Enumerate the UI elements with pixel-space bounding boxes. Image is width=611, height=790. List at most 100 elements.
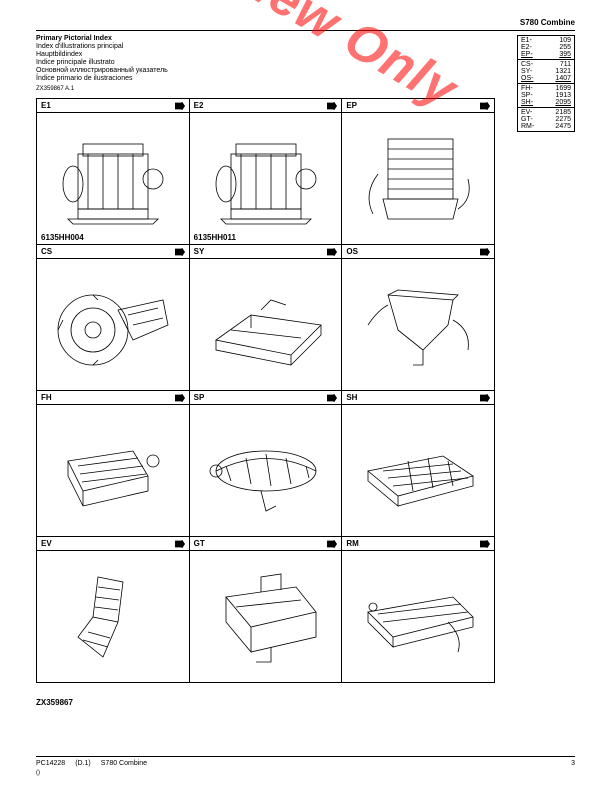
pictorial-cell-e1[interactable]: E1 6135HH004 [37,99,190,245]
part-illustration [37,113,189,244]
pictorial-cell-cs[interactable]: CS [37,245,190,391]
cell-code: FH [41,393,52,402]
part-illustration [342,113,494,244]
cell-code: OS [346,247,358,256]
footer-pagenum: 3 [571,760,575,767]
part-illustration [190,259,342,390]
index-code: EV- [521,109,541,116]
index-code: FH- [521,85,541,92]
pictorial-grid: E1 6135HH004E2 6135HH0 [36,98,495,683]
index-row[interactable]: EP- 395 [521,51,571,58]
index-row[interactable]: GT-2275 [521,116,571,123]
index-page: 1407 [547,75,571,82]
index-row[interactable]: EV- 2185 [521,109,571,116]
index-page: 1699 [547,85,571,92]
index-code: OS- [521,75,541,82]
index-group: EV- 2185GT-2275RM- 2475 [518,108,574,131]
index-row[interactable]: SY-1321 [521,68,571,75]
cell-header: FH [37,391,189,405]
part-illustration [190,551,342,682]
pictorial-cell-os[interactable]: OS [342,245,495,391]
grid-row: CS SY OS [37,245,495,391]
arrow-right-icon [480,540,490,548]
index-page: 711 [547,61,571,68]
index-code: EP- [521,51,541,58]
index-row[interactable]: E2- 255 [521,44,571,51]
index-code: E2- [521,44,541,51]
pictorial-cell-ev[interactable]: EV [37,537,190,683]
title-line: Índice primario de ilustraciones [36,75,168,83]
grid-row: E1 6135HH004E2 6135HH0 [37,99,495,245]
title-line: Indice principale illustrato [36,59,168,67]
part-illustration [342,551,494,682]
pictorial-cell-e2[interactable]: E2 6135HH011 [190,99,343,245]
footer-rev: (D.1) [75,760,91,767]
index-group: FH- 1699SP-1913SH- 2095 [518,84,574,108]
index-row[interactable]: E1- 109 [521,37,571,44]
index-page: 255 [547,44,571,51]
index-page: 395 [547,51,571,58]
pictorial-cell-sy[interactable]: SY [190,245,343,391]
arrow-right-icon [480,102,490,110]
cell-code: EV [41,539,52,548]
part-illustration [37,259,189,390]
grid-row: FH SP SH [37,391,495,537]
index-row[interactable]: CS- 711 [521,61,571,68]
part-illustration [190,113,342,244]
index-page: 109 [547,37,571,44]
part-illustration [37,405,189,536]
cell-header: CS [37,245,189,259]
pictorial-cell-sp[interactable]: SP [190,391,343,537]
cell-header: SY [190,245,342,259]
header-product: S780 Combine [520,18,575,27]
reference-code: ZX359867 A.1 [36,86,74,92]
pictorial-cell-sh[interactable]: SH [342,391,495,537]
pictorial-cell-gt[interactable]: GT [190,537,343,683]
footer: PC14228 (D.1) S780 Combine 3 [36,760,575,767]
index-code: SH- [521,99,541,106]
cell-header: SP [190,391,342,405]
grid-row: EV GT RM [37,537,495,683]
title-line: Hauptbildindex [36,51,168,59]
cell-header: RM [342,537,494,551]
cell-code: CS [41,247,52,256]
index-page: 2095 [547,99,571,106]
arrow-right-icon [327,248,337,256]
index-page: 2475 [547,123,571,130]
index-code: E1- [521,37,541,44]
arrow-right-icon [327,102,337,110]
cell-code: EP [346,101,357,110]
pictorial-cell-fh[interactable]: FH [37,391,190,537]
arrow-right-icon [175,248,185,256]
cell-header: E2 [190,99,342,113]
index-code: CS- [521,61,541,68]
index-code: GT- [521,116,541,123]
cell-code: SH [346,393,357,402]
pictorial-cell-rm[interactable]: RM [342,537,495,683]
index-row[interactable]: SH- 2095 [521,99,571,106]
footer-doc: PC14228 [36,760,65,767]
index-group: CS- 711SY-1321OS- 1407 [518,60,574,84]
cell-header: EV [37,537,189,551]
index-row[interactable]: SP-1913 [521,92,571,99]
header-rule [36,30,575,31]
arrow-right-icon [327,394,337,402]
index-code: RM- [521,123,541,130]
index-row[interactable]: RM- 2475 [521,123,571,130]
cell-code: E1 [41,101,51,110]
index-code: SY- [521,68,541,75]
index-row[interactable]: FH- 1699 [521,85,571,92]
index-page: 2185 [547,109,571,116]
index-code: SP- [521,92,541,99]
cell-header: OS [342,245,494,259]
cell-code: E2 [194,101,204,110]
footer-rule [36,756,575,757]
cell-code: RM [346,539,358,548]
pictorial-cell-ep[interactable]: EP [342,99,495,245]
cell-header: GT [190,537,342,551]
cell-header: SH [342,391,494,405]
arrow-right-icon [480,394,490,402]
index-row[interactable]: OS- 1407 [521,75,571,82]
part-illustration [342,259,494,390]
index-group: E1- 109 E2- 255 EP- 395 [518,36,574,60]
